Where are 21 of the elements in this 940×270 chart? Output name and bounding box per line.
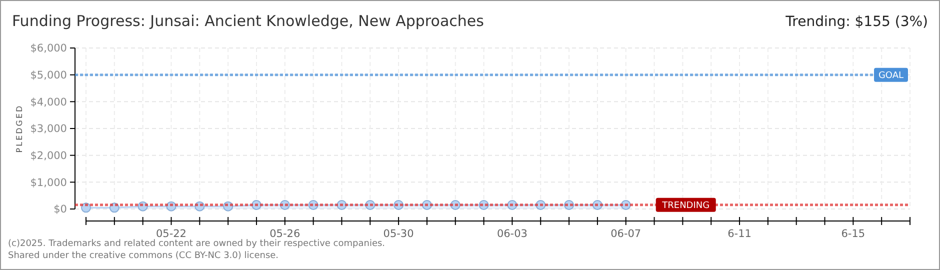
x-tick-label: 05-30 bbox=[383, 228, 414, 240]
x-tick-label: 6-11 bbox=[728, 228, 752, 240]
chart-title: Funding Progress: Junsai: Ancient Knowledge, New Approaches bbox=[12, 12, 484, 30]
chart-subtitle: Trending: $155 (3%) bbox=[784, 14, 928, 30]
y-tick-label: $5,000 bbox=[30, 70, 67, 82]
ref-line-label: GOAL bbox=[878, 70, 904, 81]
y-tick-label: $3,000 bbox=[30, 123, 67, 136]
ref-line-label: TRENDING bbox=[661, 200, 710, 211]
x-tick-label: 05-22 bbox=[156, 228, 186, 240]
y-axis-title: PLEDGED bbox=[15, 104, 24, 153]
x-tick-label: 6-15 bbox=[841, 228, 866, 240]
y-tick-label: $4,000 bbox=[30, 96, 67, 108]
text: Shared under the creative commons (CC BY-NC 3.0) license. bbox=[8, 251, 279, 261]
y-tick-label: $6,000 bbox=[30, 42, 67, 55]
x-tick-label: 06-03 bbox=[496, 228, 528, 240]
y-tick-label: $0 bbox=[54, 204, 67, 216]
x-tick-label: 06-07 bbox=[610, 228, 642, 240]
text: (c)2025. Trademarks and related content are owned by their respective companies. bbox=[8, 239, 386, 249]
y-tick-label: $2,000 bbox=[30, 150, 67, 162]
y-tick-label: $1,000 bbox=[30, 176, 67, 189]
x-tick-label: 05-26 bbox=[270, 228, 300, 240]
